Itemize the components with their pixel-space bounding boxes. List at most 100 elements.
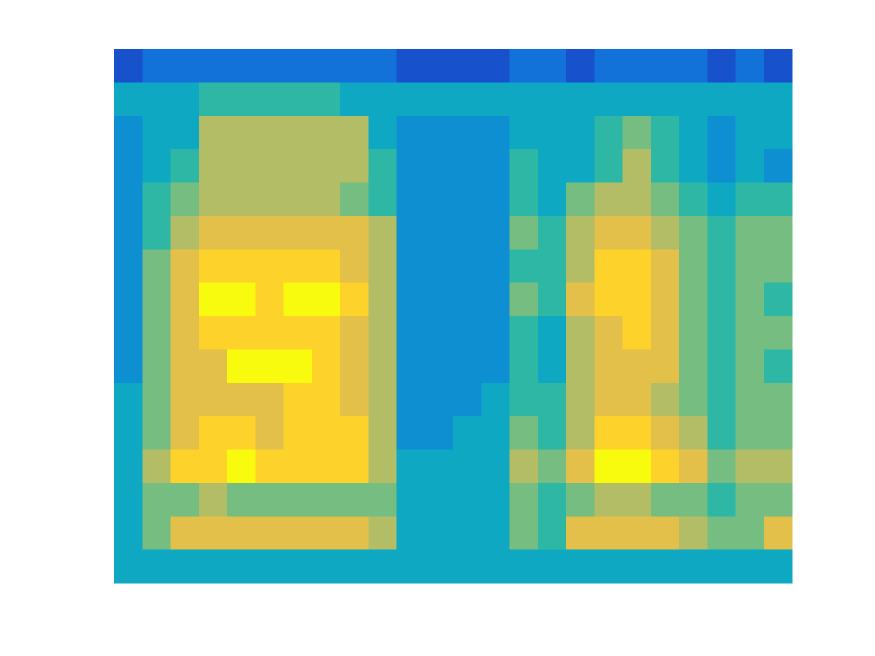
heatmap-cell — [142, 182, 172, 217]
heatmap-cell — [594, 482, 624, 517]
heatmap-cell — [198, 249, 228, 284]
heatmap-cell — [679, 115, 708, 150]
heatmap-cell — [622, 115, 652, 150]
heatmap-cell — [537, 82, 567, 117]
heatmap-cell — [396, 282, 426, 317]
heatmap-cell — [650, 449, 680, 484]
heatmap-cell — [481, 215, 511, 250]
heatmap-cell — [283, 115, 313, 150]
heatmap-cell — [763, 316, 793, 350]
heatmap-cell — [650, 349, 680, 384]
heatmap-cell — [566, 115, 595, 150]
heatmap-cell — [537, 115, 567, 150]
heatmap-cell — [311, 449, 341, 484]
heatmap-cell — [283, 382, 313, 417]
heatmap-cell — [763, 349, 793, 384]
heatmap-cell — [114, 549, 143, 584]
heatmap-cell — [509, 549, 539, 584]
heatmap-cell — [707, 516, 737, 551]
heatmap-cell — [142, 516, 172, 551]
heatmap-cell — [170, 149, 200, 184]
heatmap-cell — [537, 416, 567, 451]
heatmap-cell — [340, 449, 369, 484]
heatmap-cell — [707, 482, 737, 517]
heatmap-cell — [255, 215, 285, 250]
heatmap-cell — [255, 115, 285, 150]
heatmap-cell — [453, 449, 482, 484]
heatmap-cell — [735, 49, 765, 83]
heatmap-cell — [198, 482, 228, 517]
heatmap-cell — [198, 49, 228, 83]
heatmap-cell — [622, 249, 652, 284]
heatmap-cell — [481, 416, 511, 451]
heatmap-cell — [396, 82, 426, 117]
heatmap-cell — [311, 49, 341, 83]
heatmap-cell — [198, 149, 228, 184]
heatmap-cell — [707, 449, 737, 484]
heatmap-cell — [735, 115, 765, 150]
heatmap-cell — [255, 82, 285, 117]
heatmap-cell — [311, 349, 341, 384]
heatmap-cell — [707, 282, 737, 317]
heatmap-cell — [537, 316, 567, 350]
heatmap-cell — [735, 516, 765, 551]
heatmap-cell — [453, 516, 482, 551]
heatmap-cell — [509, 149, 539, 184]
heatmap-cell — [594, 115, 624, 150]
heatmap-cell — [735, 249, 765, 284]
heatmap-cell — [368, 282, 398, 317]
heatmap-cell — [255, 416, 285, 451]
heatmap-cell — [198, 282, 228, 317]
heatmap-cell — [170, 82, 200, 117]
heatmap-cell — [763, 482, 793, 517]
heatmap-cell — [311, 215, 341, 250]
heatmap-cell — [198, 416, 228, 451]
heatmap-cell — [255, 549, 285, 584]
heatmap-cell — [650, 82, 680, 117]
heatmap-cell — [170, 215, 200, 250]
heatmap-cell — [763, 149, 793, 184]
heatmap-cell — [368, 382, 398, 417]
heatmap-cell — [594, 82, 624, 117]
heatmap-cell — [537, 482, 567, 517]
heatmap-cell — [594, 349, 624, 384]
heatmap-cell — [198, 349, 228, 384]
heatmap-cell — [707, 82, 737, 117]
heatmap-cell — [537, 349, 567, 384]
heatmap-cell — [198, 115, 228, 150]
heatmap-cell — [763, 82, 793, 117]
heatmap-cell — [170, 449, 200, 484]
heatmap-cell — [566, 49, 595, 83]
heatmap-cell — [170, 416, 200, 451]
heatmap-cell — [340, 482, 369, 517]
heatmap-cell — [142, 416, 172, 451]
heatmap-cell — [735, 316, 765, 350]
heatmap-cell — [509, 416, 539, 451]
heatmap-cell — [537, 182, 567, 217]
heatmap-cell — [622, 416, 652, 451]
heatmap-cell — [566, 516, 595, 551]
heatmap-cell — [566, 249, 595, 284]
heatmap-cell — [255, 49, 285, 83]
heatmap-cell — [227, 349, 256, 384]
heatmap-cell — [679, 316, 708, 350]
heatmap-cell — [396, 182, 426, 217]
heatmap-cell — [679, 449, 708, 484]
heatmap-cell — [396, 549, 426, 584]
heatmap-cell — [622, 349, 652, 384]
heatmap-cell — [396, 249, 426, 284]
heatmap-cell — [142, 282, 172, 317]
heatmap-cell — [707, 149, 737, 184]
heatmap-cell — [594, 549, 624, 584]
heatmap-cell — [481, 549, 511, 584]
heatmap-cell — [679, 215, 708, 250]
heatmap-cell — [170, 549, 200, 584]
heatmap-cell — [283, 349, 313, 384]
heatmap-cell — [650, 149, 680, 184]
heatmap-cell — [424, 249, 454, 284]
heatmap-cell — [707, 549, 737, 584]
heatmap-cell — [170, 382, 200, 417]
heatmap-cell — [650, 215, 680, 250]
heatmap-cell — [142, 382, 172, 417]
heatmap-cell — [424, 149, 454, 184]
